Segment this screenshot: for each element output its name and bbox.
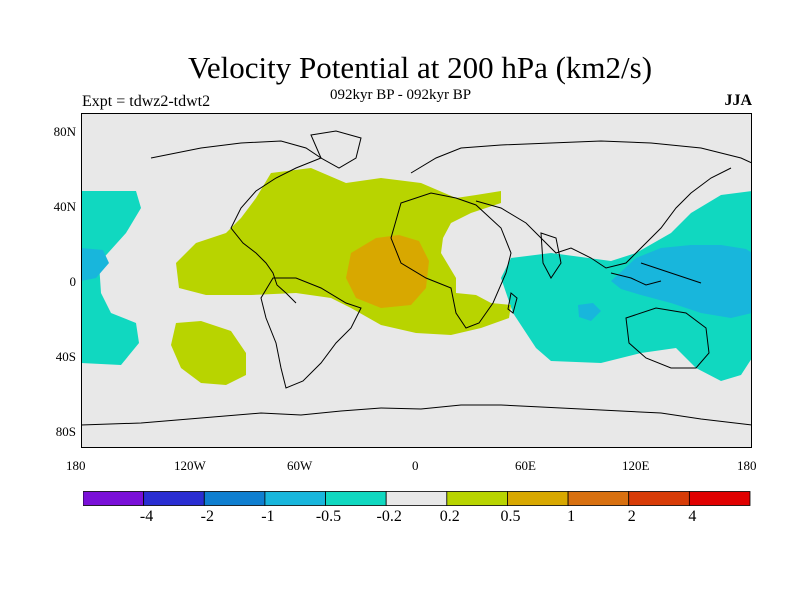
- colorbar-label-7: 1: [567, 508, 576, 525]
- y-tick-80n: 80N: [53, 124, 76, 139]
- contour-pos-south-pacific: [171, 321, 246, 385]
- colorbar: [83, 491, 751, 506]
- y-tick-40s: 40S: [55, 349, 76, 364]
- colorbar-label-4: -0.2: [376, 508, 402, 525]
- colorbar-swatch-8: [567, 491, 630, 506]
- colorbar-label-6: 0.5: [500, 508, 521, 525]
- colorbar-label-0: -4: [139, 508, 154, 525]
- experiment-label: Expt = tdwz2-tdwt2: [82, 93, 211, 110]
- colorbar-label-9: 4: [688, 508, 697, 525]
- x-tick-60e: 60E: [515, 458, 536, 473]
- colorbar-swatch-1: [143, 491, 205, 506]
- x-tick-60w: 60W: [287, 458, 313, 473]
- x-tick-180e: 180: [737, 458, 757, 473]
- contour-neg-pacific-east: [81, 191, 141, 365]
- contour-pos05-atlantic: [346, 235, 429, 308]
- x-tick-0: 0: [412, 458, 419, 473]
- season-label: JJA: [724, 92, 752, 109]
- contour-neg05-indian: [578, 303, 601, 321]
- map-subtitle: 092kyr BP - 092kyr BP: [330, 87, 472, 103]
- colorbar-label-3: -0.5: [315, 508, 342, 525]
- colorbar-swatch-3: [264, 491, 326, 506]
- x-tick-120w: 120W: [174, 458, 206, 473]
- x-tick-180w: 180: [66, 458, 86, 473]
- y-tick-40n: 40N: [53, 199, 76, 214]
- colorbar-swatch-4: [325, 491, 387, 506]
- colorbar-swatch-10: [688, 491, 751, 506]
- contour-neg05-pacific-east: [81, 248, 109, 281]
- colorbar-label-5: 0.2: [439, 508, 460, 525]
- y-tick-0: 0: [69, 274, 77, 289]
- colorbar-swatch-6: [446, 491, 508, 506]
- colorbar-label-1: -2: [200, 508, 214, 525]
- map-frame: [81, 113, 752, 448]
- y-tick-80s: 80S: [55, 424, 76, 439]
- colorbar-swatch-7: [507, 491, 569, 506]
- coastlines: [81, 130, 752, 426]
- colorbar-swatch-0: [83, 491, 145, 506]
- colorbar-label-2: -1: [261, 508, 275, 525]
- velocity-potential-map: [81, 113, 752, 448]
- colorbar-swatch-5: [385, 491, 448, 506]
- colorbar-swatch-2: [203, 491, 266, 506]
- colorbar-label-8: 2: [627, 508, 636, 525]
- contour-neg05-maritime: [611, 245, 752, 318]
- map-title: Velocity Potential at 200 hPa (km2/s): [187, 50, 653, 85]
- colorbar-swatch-9: [628, 491, 690, 506]
- contour-pos-atlantic: [176, 168, 511, 335]
- x-tick-120e: 120E: [622, 458, 650, 473]
